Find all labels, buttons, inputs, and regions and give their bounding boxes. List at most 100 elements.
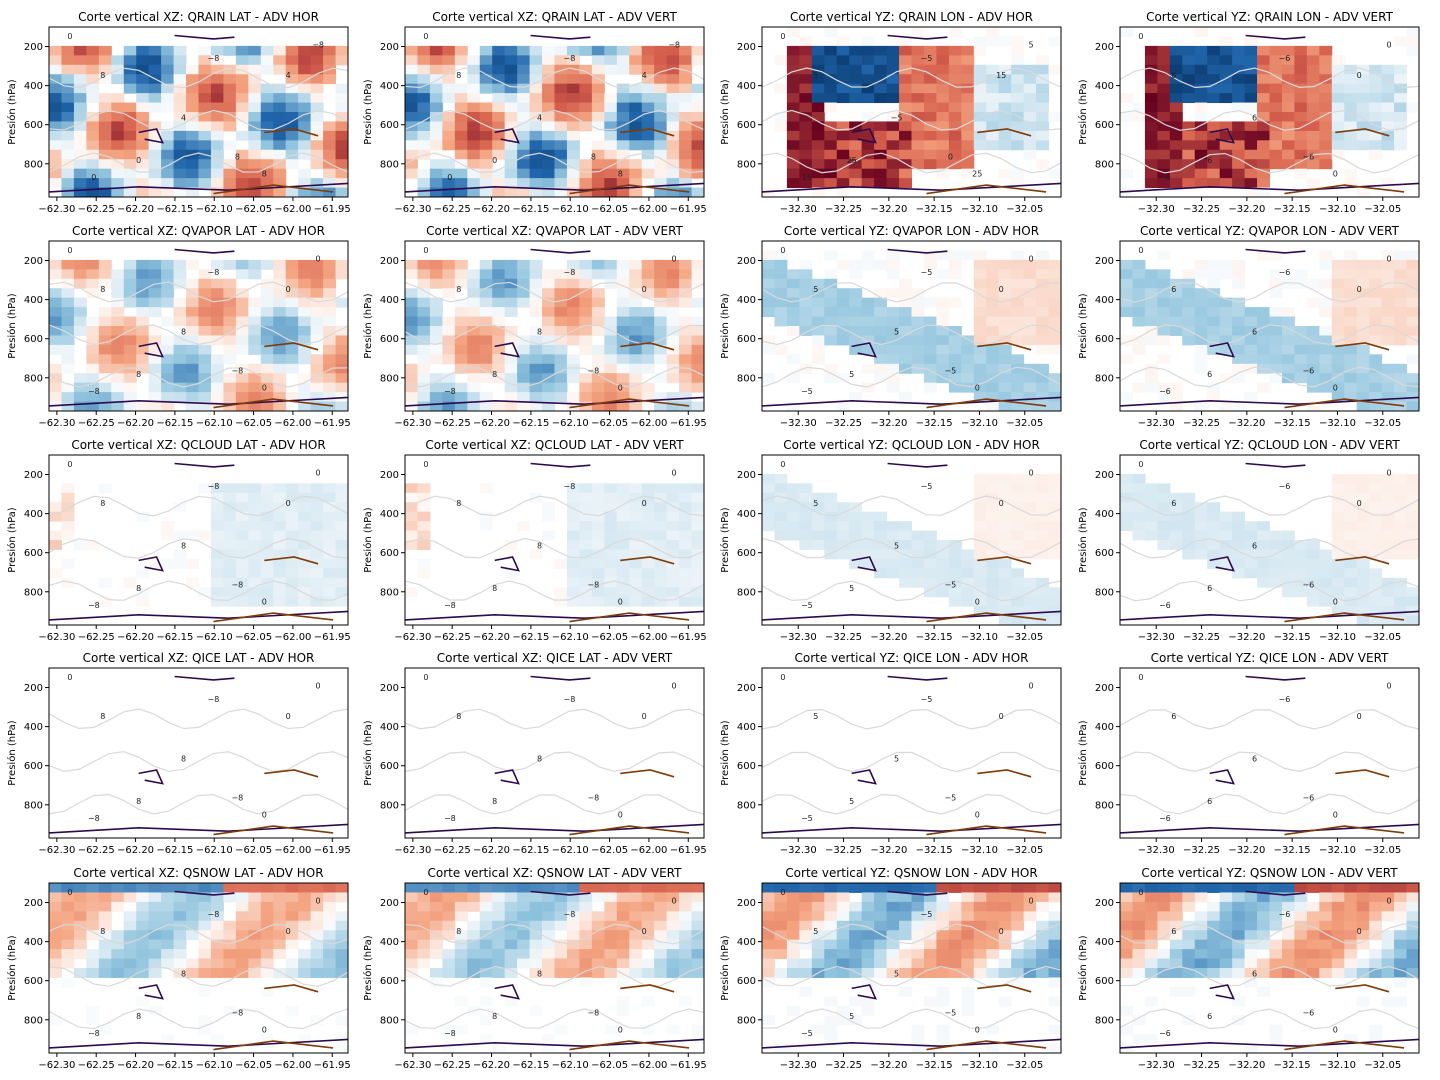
heatmap-cell bbox=[1194, 540, 1208, 550]
heatmap-cell bbox=[1169, 492, 1183, 503]
heatmap-cell bbox=[1356, 83, 1370, 94]
heatmap-cell bbox=[1120, 27, 1133, 37]
heatmap-cell bbox=[467, 949, 481, 960]
heatmap-cell bbox=[442, 168, 456, 179]
heatmap-cell bbox=[442, 74, 456, 85]
heatmap-cell bbox=[260, 187, 274, 198]
heatmap-cell bbox=[986, 596, 1000, 607]
heatmap-cell bbox=[899, 36, 912, 47]
contour-label: −5 bbox=[944, 1009, 956, 1018]
heatmap-cell bbox=[998, 587, 1012, 598]
heatmap-cell bbox=[298, 920, 312, 931]
heatmap-cell bbox=[1182, 130, 1196, 141]
heatmap-cell bbox=[936, 883, 950, 893]
heatmap-cell bbox=[961, 577, 975, 588]
heatmap-cell bbox=[248, 130, 262, 141]
heatmap-cell bbox=[479, 977, 493, 988]
heatmap-cell bbox=[616, 326, 630, 336]
heatmap-cell bbox=[679, 930, 693, 941]
heatmap-cell bbox=[899, 83, 912, 94]
heatmap-cell bbox=[98, 74, 112, 85]
axes-frame bbox=[404, 454, 705, 626]
x-tick-label: −62.30 bbox=[394, 632, 431, 643]
heatmap-cell bbox=[886, 168, 900, 179]
heatmap-cell bbox=[936, 250, 950, 261]
heatmap-cell bbox=[136, 958, 150, 969]
heatmap-cell bbox=[886, 269, 900, 280]
heatmap-cell bbox=[1036, 968, 1050, 978]
heatmap-cell bbox=[1011, 911, 1025, 922]
heatmap-cell bbox=[529, 911, 543, 922]
x-tick-label: −62.25 bbox=[434, 632, 471, 643]
heatmap-cell bbox=[998, 606, 1012, 617]
heatmap-cell bbox=[629, 344, 643, 355]
heatmap-cell bbox=[1219, 121, 1233, 132]
zero-contours bbox=[761, 282, 1062, 388]
heatmap-cell bbox=[260, 530, 274, 541]
heatmap-cell bbox=[849, 178, 863, 189]
heatmap-cell bbox=[774, 492, 788, 503]
heatmap-cell bbox=[616, 558, 630, 569]
heatmap-cell bbox=[323, 307, 337, 318]
heatmap-cell bbox=[616, 549, 630, 560]
heatmap-cell bbox=[542, 392, 555, 403]
heatmap-cell bbox=[591, 502, 605, 513]
heatmap-cell bbox=[405, 521, 418, 532]
heatmap-cell bbox=[1394, 363, 1408, 374]
heatmap-cell bbox=[161, 958, 175, 969]
heatmap-cell bbox=[1356, 549, 1370, 560]
heatmap-cell bbox=[148, 939, 162, 950]
heatmap-cell bbox=[148, 373, 162, 384]
heatmap-cell bbox=[504, 178, 518, 189]
heatmap-cell bbox=[836, 540, 850, 550]
heatmap-cell bbox=[248, 74, 262, 85]
heatmap-cell bbox=[1036, 473, 1050, 484]
heatmap-cell bbox=[1157, 540, 1171, 550]
heatmap-cell bbox=[248, 55, 262, 66]
heatmap-cell bbox=[774, 297, 788, 308]
heatmap-cell bbox=[298, 269, 312, 280]
heatmap-cell bbox=[248, 45, 262, 56]
heatmap-cell bbox=[591, 168, 605, 179]
heatmap-cell bbox=[442, 930, 456, 941]
heatmap-cell bbox=[1207, 558, 1221, 569]
contour-label: −8 bbox=[231, 1009, 243, 1018]
y-axis-label: Presión (hPa) bbox=[719, 293, 731, 358]
heatmap-cell bbox=[774, 883, 788, 893]
heatmap-cell bbox=[1331, 269, 1345, 280]
heatmap-cell bbox=[260, 130, 274, 141]
heatmap-cell bbox=[566, 307, 580, 318]
contour-label: 0 bbox=[1333, 384, 1338, 393]
heatmap-cell bbox=[1244, 549, 1258, 560]
heatmap-cell bbox=[936, 140, 950, 151]
heatmap-cell bbox=[210, 93, 224, 104]
heatmap-cell bbox=[542, 1043, 555, 1054]
heatmap-cell bbox=[73, 187, 87, 198]
heatmap-cell bbox=[654, 316, 668, 327]
heatmap-cell bbox=[1331, 112, 1345, 122]
heatmap-cell bbox=[911, 140, 925, 151]
heatmap-cell bbox=[961, 587, 975, 598]
heatmap-cell bbox=[886, 74, 900, 85]
heatmap-cell bbox=[986, 483, 1000, 494]
contour-line-zero bbox=[761, 324, 1062, 346]
heatmap-cell bbox=[786, 502, 800, 513]
heatmap-cell bbox=[429, 326, 443, 336]
heatmap-cell bbox=[504, 949, 518, 960]
heatmap-cell bbox=[235, 326, 249, 336]
contour-label: 8 bbox=[456, 712, 461, 721]
heatmap-cell bbox=[186, 102, 199, 113]
heatmap-cell bbox=[467, 288, 481, 299]
heatmap-cell bbox=[429, 968, 443, 978]
heatmap-cell bbox=[529, 297, 543, 308]
heatmap-cell bbox=[1169, 401, 1183, 412]
heatmap-cell bbox=[479, 996, 493, 1007]
heatmap-cell bbox=[1232, 130, 1246, 141]
heatmap-cell bbox=[836, 140, 850, 151]
heatmap-cell bbox=[417, 316, 431, 327]
heatmap-cell bbox=[654, 549, 668, 560]
heatmap-cell bbox=[616, 521, 630, 532]
heatmap-cell bbox=[886, 920, 900, 931]
heatmap-cell bbox=[604, 354, 618, 365]
heatmap-cell bbox=[998, 392, 1012, 403]
